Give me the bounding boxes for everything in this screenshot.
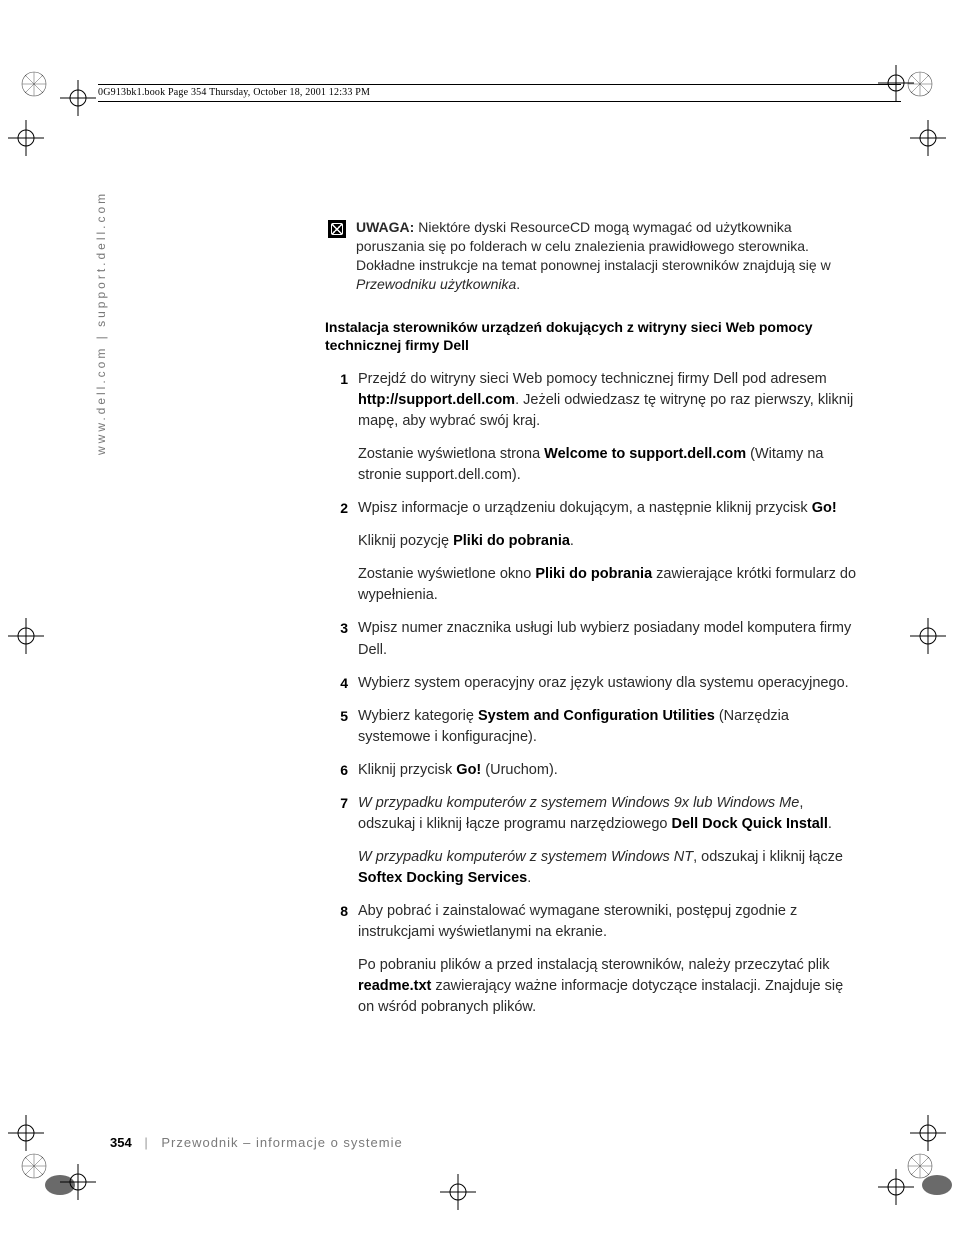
subheading: Instalacja sterowników urządzeń dokujący…: [325, 318, 861, 356]
step-2: Wpisz informacje o urządzeniu dokującym,…: [328, 498, 861, 606]
step-7: W przypadku komputerów z systemem Window…: [328, 793, 861, 889]
crosshair-l2: [8, 618, 44, 654]
step-1: Przejdź do witryny sieci Web pomocy tech…: [328, 369, 861, 486]
crosshair-r2: [910, 618, 946, 654]
step-3: Wpisz numer znacznika usługi lub wybierz…: [328, 618, 861, 660]
print-mark-bottom-left: [20, 1152, 48, 1180]
crosshair-l1: [8, 120, 44, 156]
note-text: UWAGA: Niektóre dyski ResourceCD mogą wy…: [356, 218, 861, 294]
crosshair-bc: [440, 1174, 476, 1210]
header-text: 0G913bk1.book Page 354 Thursday, October…: [98, 87, 370, 98]
sidebar-url: www.dell.com | support.dell.com: [94, 191, 108, 455]
crosshair-br: [878, 1169, 914, 1205]
print-oval-bottom-right: [922, 1175, 952, 1195]
footer-separator: |: [144, 1135, 148, 1150]
print-mark-top-left: [20, 70, 48, 98]
page-header: 0G913bk1.book Page 354 Thursday, October…: [98, 87, 901, 98]
footer-title: Przewodnik – informacje o systemie: [161, 1135, 402, 1150]
crosshair-r3: [910, 1115, 946, 1151]
note-body-a: Niektóre dyski ResourceCD mogą wymagać o…: [356, 219, 831, 273]
page-footer: 354 | Przewodnik – informacje o systemie: [110, 1135, 403, 1150]
step-8: Aby pobrać i zainstalować wymagane stero…: [328, 901, 861, 1018]
step-4: Wybierz system operacyjny oraz język ust…: [328, 673, 861, 694]
step-5: Wybierz kategorię System and Configurati…: [328, 706, 861, 748]
note-icon: [328, 220, 346, 238]
note-body-em: Przewodniku użytkownika: [356, 276, 516, 292]
note-label: UWAGA:: [356, 219, 414, 235]
step-6: Kliknij przycisk Go! (Uruchom).: [328, 760, 861, 781]
crosshair-bl: [60, 1164, 96, 1200]
page-content: UWAGA: Niektóre dyski ResourceCD mogą wy…: [328, 218, 861, 1030]
note-body-b: .: [516, 276, 520, 292]
page-number: 354: [110, 1135, 132, 1150]
steps-list: Przejdź do witryny sieci Web pomocy tech…: [328, 369, 861, 1017]
crosshair-tl: [60, 80, 96, 116]
crosshair-r1: [910, 120, 946, 156]
note-block: UWAGA: Niektóre dyski ResourceCD mogą wy…: [328, 218, 861, 294]
crosshair-l3: [8, 1115, 44, 1151]
